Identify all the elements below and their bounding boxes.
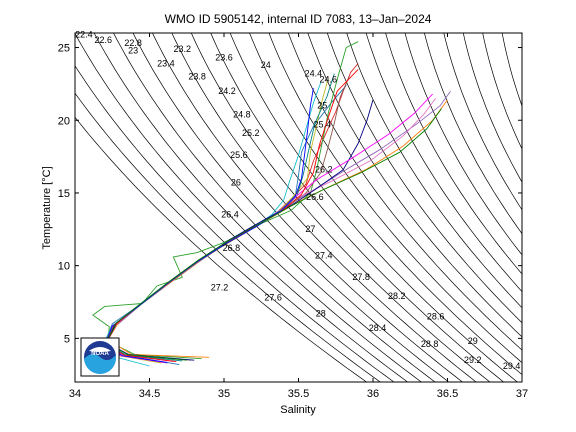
profile-line [105, 108, 442, 361]
isopycnal-line [75, 65, 395, 382]
isopycnal-line [93, 33, 422, 382]
isopycnal-label: 22.6 [95, 35, 113, 45]
isopycnal-line [75, 92, 381, 382]
isopycnal-label: 22.8 [124, 38, 142, 48]
isopycnal-line [385, 33, 522, 275]
isopycnal-label: 25.4 [314, 120, 332, 130]
x-tick-label: 37 [516, 388, 528, 400]
isopycnal-label: 23.4 [157, 58, 175, 68]
isopycnal-line [249, 33, 522, 375]
isopycnal-label: 22.4 [75, 29, 93, 39]
x-tick-label: 36.5 [437, 388, 458, 400]
isopycnal-line [346, 33, 522, 309]
y-tick-label: 5 [64, 333, 70, 345]
isopycnal-line [113, 33, 436, 382]
y-tick-label: 10 [58, 261, 70, 273]
isopycnal-contours [75, 33, 522, 382]
isopycnal-line [307, 33, 522, 338]
isopycnal-label: 27 [305, 224, 315, 234]
isopycnal-label: 23.8 [188, 72, 206, 82]
isopycnal-line [268, 33, 522, 364]
isopycnal-label: 26.2 [315, 165, 333, 175]
isopycnal-label: 26.6 [306, 192, 324, 202]
isopycnal-line [75, 116, 368, 382]
noaa-logo: NOAA [80, 337, 120, 377]
isopycnal-label: 28.8 [421, 339, 439, 349]
isopycnal-line [462, 33, 522, 183]
isopycnal-label: 24.2 [218, 86, 236, 96]
isopycnal-label: 23 [128, 45, 138, 55]
isopycnal-line [501, 33, 522, 107]
noaa-logo-wave [84, 353, 117, 375]
axis-ticks: 34 34.5 35 35.5 36 36.5 37 5 10 15 20 25 [58, 33, 528, 400]
isopycnal-line [152, 33, 463, 382]
noaa-logo-text: NOAA [91, 351, 109, 357]
isopycnal-label: 27.4 [315, 250, 333, 260]
isopycnal-line [365, 33, 522, 293]
y-tick-label: 15 [58, 188, 70, 200]
isopycnal-label: 25.2 [242, 128, 260, 138]
isopycnal-label: 27.2 [211, 282, 229, 292]
isopycnal-line [443, 33, 522, 211]
isopycnal-labels: 22.422.6 22.823 23.2 23.4 23.6 23.8 24 24.2 24.4… [75, 29, 521, 371]
isopycnal-label: 25 [317, 101, 327, 111]
isopycnal-line [326, 33, 522, 324]
isopycnal-label: 23.6 [215, 53, 233, 63]
y-tick-label: 20 [58, 115, 70, 127]
isopycnal-label: 26 [231, 178, 241, 188]
isopycnal-label: 28.4 [369, 323, 387, 333]
isopycnal-line [171, 33, 477, 382]
isopycnal-label: 25.6 [230, 150, 248, 160]
noaa-logo-bird [89, 347, 111, 352]
isopycnal-line [404, 33, 522, 256]
isopycnal-line [229, 33, 518, 382]
profile-line [104, 88, 314, 363]
isopycnal-line [424, 33, 522, 235]
isopycnal-label: 26.4 [221, 210, 239, 220]
isopycnal-label: 23.2 [174, 44, 192, 54]
x-tick-label: 36 [367, 388, 379, 400]
y-tick-label: 25 [58, 43, 70, 55]
isopycnal-line [482, 33, 522, 150]
isopycnal-label: 29.2 [464, 355, 482, 365]
profile-series [92, 41, 451, 367]
isopycnal-line [288, 33, 522, 351]
isopycnal-label: 24.8 [233, 109, 251, 119]
isopycnal-line [190, 33, 491, 382]
isopycnal-label: 28 [316, 309, 326, 319]
chart-title: WMO ID 5905142, internal ID 7083, 13–Jan… [165, 12, 432, 26]
isopycnal-label: 29 [468, 336, 478, 346]
isopycnal-label: 28.6 [427, 312, 445, 322]
x-tick-label: 34.5 [139, 388, 160, 400]
x-tick-label: 35 [218, 388, 230, 400]
isopycnal-label: 27.6 [264, 293, 282, 303]
isopycnal-label: 28.2 [388, 291, 406, 301]
isopycnal-label: 29.4 [503, 361, 521, 371]
isopycnal-label: 27.8 [352, 272, 370, 282]
isopycnal-label: 24 [261, 60, 271, 70]
isopycnal-label: 24.4 [305, 69, 323, 79]
isopycnal-label: 24.6 [320, 74, 338, 84]
isopycnal-label: 26.8 [223, 243, 241, 253]
x-axis-label: Salinity [280, 404, 316, 416]
isopycnal-line [210, 33, 505, 382]
isopycnal-line [132, 33, 450, 382]
x-tick-label: 34 [69, 388, 81, 400]
y-axis-label: Temperature [°C] [41, 166, 53, 249]
isopycnal-line [75, 33, 409, 382]
x-tick-label: 35.5 [288, 388, 309, 400]
